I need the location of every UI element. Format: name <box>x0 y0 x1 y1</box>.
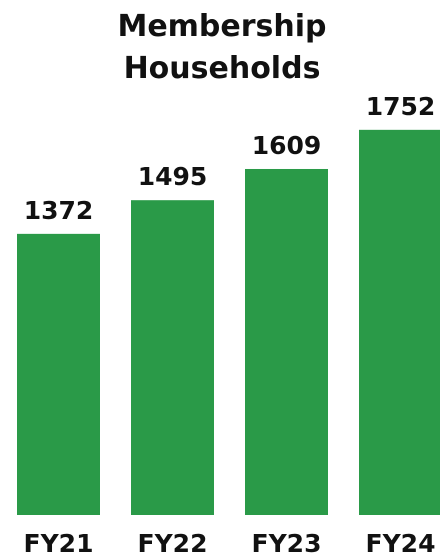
bar <box>131 200 214 516</box>
x-tick-label: FY21 <box>24 529 94 558</box>
x-tick-label: FY22 <box>138 529 208 558</box>
chart-title: Membership Households <box>117 9 327 86</box>
data-label: 1752 <box>366 92 436 121</box>
bar <box>245 168 328 515</box>
data-label: 1609 <box>252 131 322 160</box>
bar <box>17 233 100 516</box>
data-label: 1372 <box>24 196 94 225</box>
x-tick-label: FY24 <box>366 529 436 558</box>
x-tick-label: FY23 <box>252 529 322 558</box>
data-label: 1495 <box>138 162 208 191</box>
bar <box>359 129 440 516</box>
